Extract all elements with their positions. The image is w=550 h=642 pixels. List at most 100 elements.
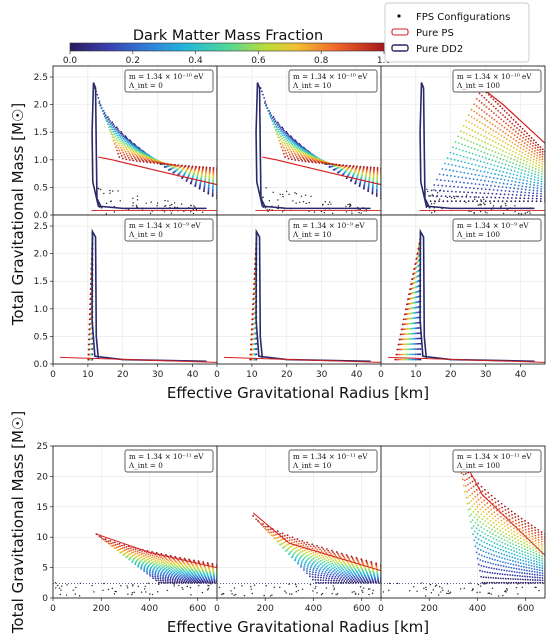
- fraction-point: [119, 146, 122, 149]
- fps-point: [313, 211, 316, 213]
- fraction-point: [283, 142, 286, 145]
- fps-point: [505, 591, 507, 593]
- fps-point: [271, 594, 273, 596]
- fraction-point: [251, 318, 254, 321]
- fraction-point: [527, 194, 530, 197]
- fraction-point: [455, 200, 457, 203]
- fps-point: [465, 194, 468, 196]
- fraction-point: [467, 191, 470, 194]
- fraction-point: [114, 130, 117, 133]
- fps-point: [382, 591, 385, 593]
- fraction-point: [505, 151, 507, 154]
- fraction-point: [159, 576, 162, 578]
- fraction-point: [135, 555, 138, 558]
- fraction-point: [398, 338, 401, 341]
- fps-point: [149, 212, 152, 215]
- fraction-point: [508, 176, 511, 178]
- fraction-point: [402, 318, 405, 321]
- fraction-point: [198, 165, 201, 168]
- fraction-point: [417, 248, 420, 250]
- fraction-point: [293, 143, 296, 146]
- x-tick-label: 20: [445, 370, 457, 380]
- fraction-point: [501, 124, 503, 127]
- fraction-point: [180, 569, 183, 572]
- fraction-point: [484, 200, 487, 203]
- annotation-mass: m = 1.34 × 10⁻⁹ eV: [457, 221, 529, 230]
- fraction-point: [341, 578, 344, 581]
- fraction-point: [182, 572, 185, 575]
- fps-point: [433, 189, 435, 191]
- fps-point: [473, 198, 476, 201]
- x-tick-label: 400: [305, 604, 322, 614]
- fraction-point: [352, 564, 354, 567]
- fraction-point: [413, 343, 416, 345]
- fraction-point: [332, 560, 334, 562]
- fraction-point: [539, 148, 542, 151]
- fraction-point: [285, 152, 288, 155]
- fraction-point: [480, 94, 483, 97]
- fps-point: [535, 586, 537, 589]
- fraction-point: [164, 579, 167, 582]
- fraction-point: [293, 547, 296, 550]
- fps-point: [423, 587, 425, 590]
- fraction-point: [480, 102, 483, 104]
- fraction-point: [314, 571, 317, 574]
- fraction-point: [146, 161, 149, 164]
- fraction-point: [375, 192, 378, 195]
- fraction-point: [348, 577, 351, 579]
- fps-point: [316, 592, 318, 594]
- fraction-point: [485, 136, 488, 139]
- fraction-point: [282, 152, 285, 155]
- fps-point: [515, 586, 518, 589]
- fraction-point: [264, 525, 267, 528]
- fraction-point: [124, 549, 126, 551]
- fraction-point: [506, 138, 508, 141]
- fraction-point: [181, 164, 184, 167]
- panel-data: [53, 533, 217, 597]
- fraction-point: [276, 530, 279, 533]
- fraction-point: [162, 566, 164, 568]
- fraction-point: [330, 577, 333, 580]
- fraction-point: [109, 129, 111, 132]
- fraction-point: [404, 333, 407, 336]
- fps-point: [505, 587, 508, 590]
- fraction-point: [162, 561, 165, 564]
- fraction-point: [457, 159, 459, 162]
- fps-point: [302, 200, 305, 203]
- y-tick-label: 2.0: [34, 250, 49, 260]
- fraction-point: [495, 114, 498, 117]
- fraction-point: [503, 136, 506, 139]
- fraction-point: [540, 180, 543, 183]
- fraction-point: [510, 197, 513, 199]
- fps-point: [514, 211, 516, 213]
- fraction-point: [190, 580, 193, 583]
- fraction-point: [134, 548, 137, 551]
- fraction-point: [145, 556, 147, 559]
- fraction-point: [310, 555, 313, 558]
- fps-point: [441, 587, 443, 589]
- fraction-point: [465, 119, 468, 122]
- fraction-point: [520, 131, 523, 134]
- fraction-point: [87, 348, 90, 351]
- fps-point: [455, 195, 457, 198]
- fraction-point: [126, 154, 129, 157]
- fraction-point: [181, 564, 184, 567]
- fraction-point: [323, 574, 325, 577]
- fraction-point: [472, 200, 474, 203]
- fraction-point: [170, 559, 172, 562]
- fraction-point: [155, 569, 158, 572]
- fraction-point: [284, 534, 286, 537]
- fraction-point: [286, 537, 289, 539]
- fraction-point: [163, 565, 166, 567]
- fraction-point: [291, 148, 294, 151]
- fraction-point: [325, 565, 328, 568]
- fraction-point: [538, 161, 541, 164]
- fraction-point: [454, 141, 457, 143]
- fps-point: [166, 589, 168, 592]
- fraction-point: [252, 303, 254, 306]
- fraction-point: [169, 572, 172, 575]
- fraction-point: [162, 568, 165, 571]
- fraction-point: [505, 200, 508, 203]
- fraction-point: [136, 552, 139, 555]
- fraction-point: [533, 181, 536, 184]
